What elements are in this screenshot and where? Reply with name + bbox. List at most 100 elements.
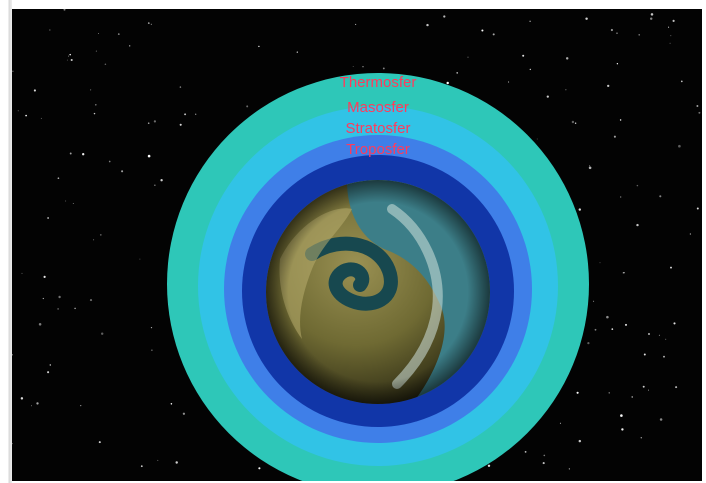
star [150,326,153,329]
star [606,315,609,319]
star [49,29,51,31]
star [689,233,692,235]
star [536,138,538,140]
star [58,295,61,299]
star [70,58,73,62]
star [12,442,13,445]
star [82,153,85,156]
thermosphere-label: Thermosfer [340,74,417,91]
star [154,184,156,186]
star [696,207,699,210]
star [587,341,590,345]
star [117,33,120,35]
star [574,122,577,124]
star [21,272,23,274]
star [608,392,610,394]
star [668,26,670,28]
star [578,208,581,211]
star [670,266,672,269]
star [680,80,683,83]
star [246,105,249,108]
atmosphere-diagram: Thermosfer Masosfer Stratosfer Troposfer [12,9,702,481]
star [529,68,531,71]
star [643,353,646,356]
window-left-edge [0,0,12,483]
star [65,200,67,202]
star [43,275,46,278]
star [12,70,14,72]
star [98,441,101,444]
star [170,403,173,405]
star [696,105,699,107]
star [33,89,36,92]
star [594,328,597,331]
star [487,464,491,467]
star [613,135,616,138]
star [508,81,510,83]
star [619,119,622,121]
star [147,22,150,24]
star [659,195,662,198]
star [467,56,469,58]
star [129,45,131,47]
star [49,364,52,366]
star [69,53,71,56]
star [698,111,701,114]
star [576,391,579,394]
star [95,104,97,106]
star [93,112,96,115]
star [649,17,653,20]
star [139,258,141,260]
star [153,120,157,123]
star [571,120,575,124]
star [89,89,92,91]
star [642,385,645,388]
star [38,323,42,326]
earth-globe [266,180,490,404]
star [31,405,32,407]
star [258,467,261,470]
star [74,307,76,310]
star [524,450,527,453]
star [12,353,13,356]
star [47,217,50,219]
star [25,114,27,117]
star [636,223,639,227]
star [36,402,39,405]
star [47,371,50,374]
star [104,63,107,66]
troposphere-label: Troposfer [346,141,410,158]
star [443,15,446,18]
star [147,154,151,158]
star [542,462,545,465]
star [147,122,150,124]
star [631,396,633,398]
star [636,184,639,187]
star [157,459,159,461]
star [57,308,59,310]
star [678,144,681,148]
star [522,54,525,57]
star [89,299,93,302]
star [93,239,95,241]
star [559,422,561,424]
star [672,19,675,22]
star [616,63,619,65]
star [565,89,567,91]
star [621,428,624,431]
star [647,389,650,391]
star [57,177,60,180]
star [182,412,186,415]
star [611,328,614,330]
star [578,439,582,443]
star [565,57,569,60]
star [585,17,588,20]
star [616,32,618,34]
star [63,9,66,11]
star [610,28,613,32]
star [670,35,672,37]
star [607,84,610,88]
star [669,42,671,44]
star [17,110,19,112]
star [593,300,595,302]
